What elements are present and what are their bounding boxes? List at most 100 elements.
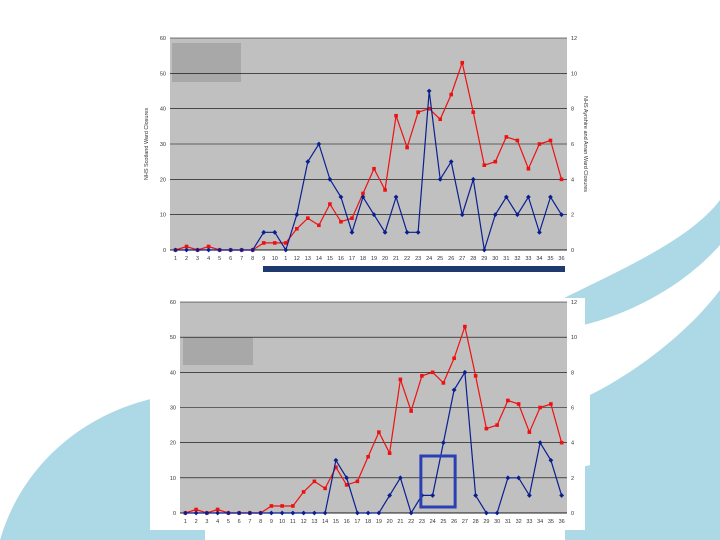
x-tick-label-bottom: 9 xyxy=(270,519,273,525)
data-point-red-top xyxy=(283,241,288,245)
x-tick-label-bottom: 30 xyxy=(494,519,500,525)
data-point-blue-top xyxy=(272,229,278,235)
x-tick-label-top: 32 xyxy=(514,256,520,262)
x-tick-label-bottom: 5 xyxy=(227,519,230,525)
x-tick-label-bottom: 32 xyxy=(516,519,522,525)
data-point-blue-bottom xyxy=(365,510,371,516)
x-tick-label-top: 19 xyxy=(371,256,377,262)
data-point-blue-top xyxy=(382,229,388,235)
data-point-blue-bottom xyxy=(247,510,253,516)
data-point-red-bottom xyxy=(463,324,467,329)
data-point-red-bottom xyxy=(506,398,510,403)
x-tick-label-bottom: 31 xyxy=(505,519,511,525)
data-point-red-bottom xyxy=(334,465,338,470)
data-point-blue-top xyxy=(305,159,311,165)
legend-box-top xyxy=(172,43,241,82)
x-tick-label-top: 1 xyxy=(284,256,287,262)
x-tick-label-bottom: 24 xyxy=(430,519,436,525)
x-tick-label-bottom: 7 xyxy=(248,519,251,525)
y2-tick-label-top: 4 xyxy=(571,177,574,183)
y-tick-label-top: 20 xyxy=(160,177,166,183)
data-point-blue-bottom xyxy=(559,493,565,498)
data-point-blue-top xyxy=(228,247,234,253)
y2-tick-label-top: 6 xyxy=(571,142,574,148)
data-point-blue-top xyxy=(548,194,553,200)
data-point-blue-top xyxy=(514,212,520,218)
x-tick-label-top: 21 xyxy=(393,256,399,262)
data-point-blue-top xyxy=(206,247,211,253)
x-tick-label-bottom: 21 xyxy=(397,519,403,525)
x-tick-label-top: 13 xyxy=(305,256,311,262)
y2-tick-label-bottom: 0 xyxy=(571,511,574,517)
x-tick-label-top: 29 xyxy=(481,256,487,262)
data-point-red-top xyxy=(438,117,442,122)
data-point-blue-bottom xyxy=(204,510,210,516)
data-point-red-bottom xyxy=(473,374,478,378)
x-tick-label-bottom: 2 xyxy=(195,519,198,525)
data-point-red-bottom xyxy=(377,430,381,434)
x-tick-label-top: 4 xyxy=(207,256,210,262)
y2-tick-label-top: 0 xyxy=(571,248,574,254)
x-tick-label-bottom: 17 xyxy=(354,519,360,525)
x-tick-label-top: 33 xyxy=(525,256,531,262)
data-point-blue-top xyxy=(195,247,200,253)
x-tick-label-bottom: 1 xyxy=(184,519,187,525)
data-point-blue-bottom xyxy=(344,475,350,481)
y-tick-label-bottom: 50 xyxy=(170,335,176,341)
data-point-red-bottom xyxy=(291,504,295,508)
data-point-blue-bottom xyxy=(193,510,199,516)
x-tick-label-top: 9 xyxy=(262,256,265,262)
y2-tick-label-bottom: 10 xyxy=(571,335,577,341)
data-point-blue-bottom xyxy=(505,475,511,481)
x-tick-label-bottom: 28 xyxy=(473,519,479,525)
data-point-red-top xyxy=(394,113,398,118)
data-point-red-top xyxy=(482,163,487,167)
x-tick-label-top: 7 xyxy=(240,256,243,262)
data-point-red-top xyxy=(306,216,310,220)
data-point-blue-top xyxy=(481,247,487,253)
data-point-blue-top xyxy=(426,88,432,94)
x-tick-label-bottom: 10 xyxy=(279,519,285,525)
data-point-red-top xyxy=(372,166,376,171)
x-tick-label-bottom: 29 xyxy=(483,519,489,525)
data-point-blue-bottom xyxy=(494,510,500,516)
data-point-blue-top xyxy=(503,194,509,200)
swoosh-right-inner xyxy=(565,400,720,540)
data-point-red-bottom xyxy=(527,430,532,434)
x-tick-label-bottom: 3 xyxy=(205,519,208,525)
data-point-red-bottom xyxy=(366,454,370,459)
data-point-red-bottom xyxy=(495,423,499,427)
x-tick-label-bottom: 4 xyxy=(216,519,219,525)
data-point-red-top xyxy=(383,188,387,192)
data-point-blue-bottom xyxy=(537,440,543,446)
data-point-blue-bottom xyxy=(451,387,457,393)
x-tick-label-top: 23 xyxy=(415,256,421,262)
x-tick-label-bottom: 36 xyxy=(559,519,565,525)
x-tick-label-bottom: 33 xyxy=(526,519,532,525)
x-tick-label-bottom: 26 xyxy=(451,519,457,525)
x-tick-label-top: 17 xyxy=(349,256,355,262)
y-tick-label-bottom: 20 xyxy=(170,441,176,447)
x-tick-label-bottom: 34 xyxy=(537,519,543,525)
y-tick-label-bottom: 60 xyxy=(170,300,176,306)
x-tick-label-top: 31 xyxy=(503,256,509,262)
data-point-red-top xyxy=(416,110,420,114)
x-tick-label-bottom: 16 xyxy=(344,519,350,525)
data-point-red-top xyxy=(537,142,542,146)
data-point-red-bottom xyxy=(409,409,413,413)
y-tick-label-bottom: 10 xyxy=(170,476,176,482)
data-point-blue-bottom xyxy=(387,493,393,498)
y-tick-label-top: 50 xyxy=(160,71,166,77)
x-tick-label-top: 27 xyxy=(459,256,465,262)
data-point-blue-top xyxy=(261,229,267,235)
data-point-red-bottom xyxy=(215,507,220,512)
data-point-red-bottom xyxy=(549,402,553,406)
data-point-blue-bottom xyxy=(182,510,188,516)
x-tick-label-top: 34 xyxy=(536,256,542,262)
x-tick-label-top: 10 xyxy=(272,256,278,262)
data-point-red-top xyxy=(493,159,498,164)
x-tick-label-bottom: 12 xyxy=(301,519,307,525)
data-point-blue-top xyxy=(294,212,300,218)
